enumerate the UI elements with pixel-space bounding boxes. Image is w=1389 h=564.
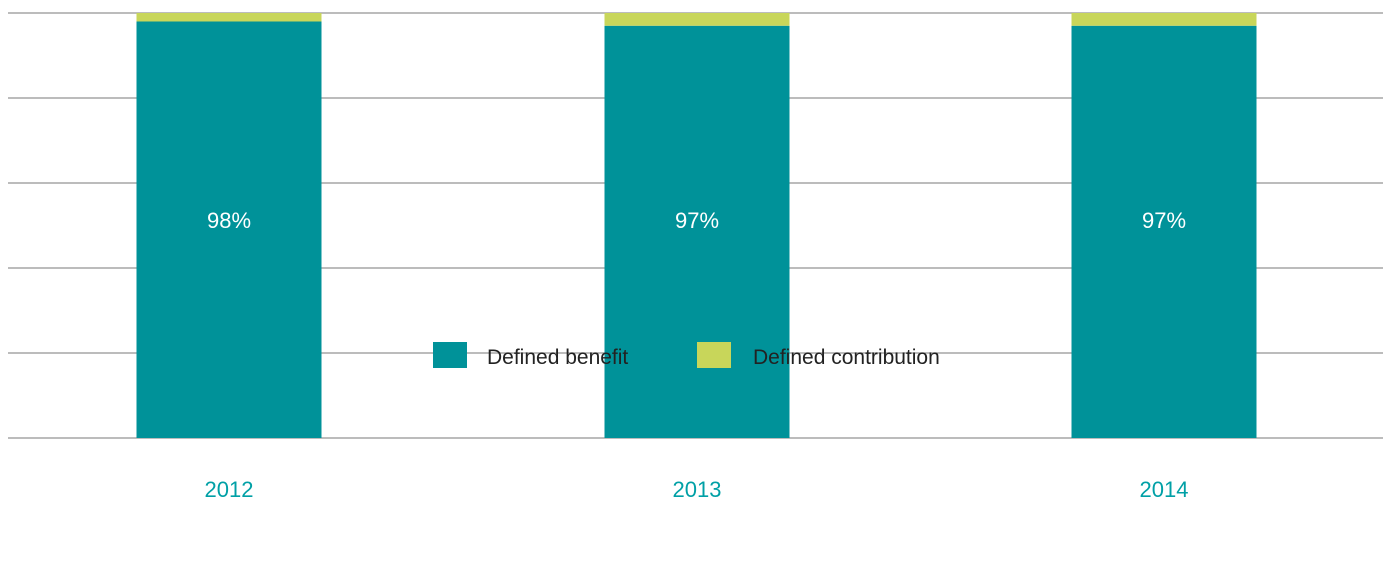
bar-defined-benefit-2013	[604, 25, 790, 438]
bar-labels: 98% 97% 97%	[207, 208, 1186, 233]
bar-value-label-2013: 97%	[675, 208, 719, 233]
bars	[136, 13, 1257, 438]
bar-defined-benefit-2012	[136, 21, 322, 438]
bar-defined-benefit-2014	[1071, 25, 1257, 438]
bar-defined-contribution-2014	[1071, 13, 1257, 26]
x-tick-label-2012: 2012	[205, 477, 254, 502]
x-tick-label-2014: 2014	[1140, 477, 1189, 502]
bar-defined-contribution-2012	[136, 13, 322, 22]
legend-label-defined-contribution: Defined contribution	[753, 346, 940, 369]
x-tick-label-2013: 2013	[673, 477, 722, 502]
legend: Defined benefit Defined contribution	[433, 342, 940, 369]
bar-value-label-2014: 97%	[1142, 208, 1186, 233]
x-axis-ticks: 2012 2013 2014	[205, 477, 1189, 502]
bar-defined-contribution-2013	[604, 13, 790, 26]
legend-swatch-defined-benefit	[433, 342, 467, 368]
legend-swatch-defined-contribution	[697, 342, 731, 368]
bar-value-label-2012: 98%	[207, 208, 251, 233]
legend-label-defined-benefit: Defined benefit	[487, 346, 628, 369]
